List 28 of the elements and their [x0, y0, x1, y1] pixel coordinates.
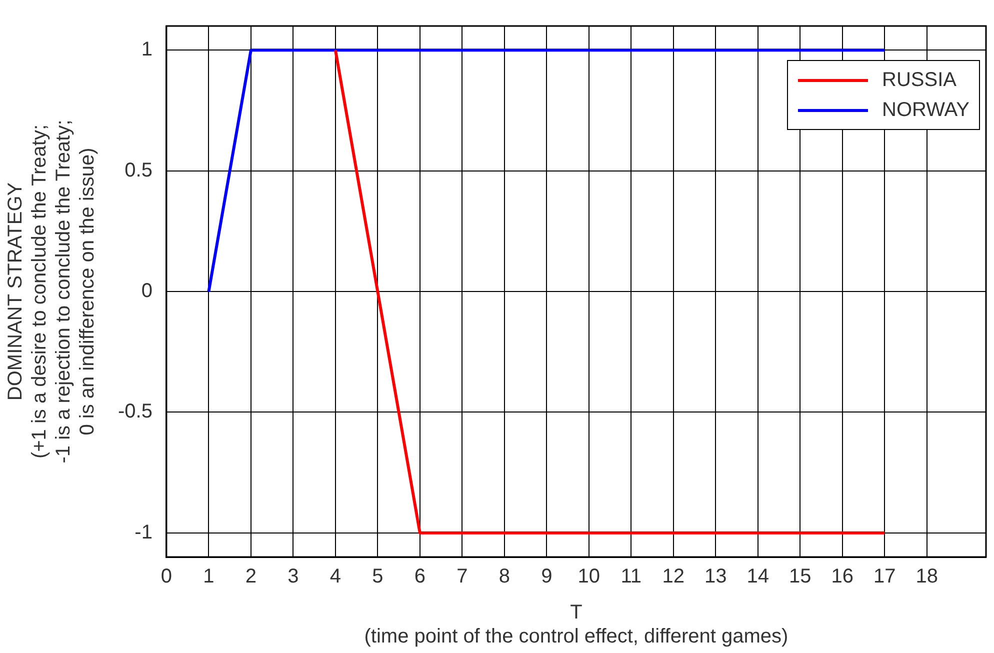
- x-tick-label: 2: [245, 566, 257, 588]
- y-tick-label: 1: [141, 38, 152, 61]
- x-tick-label: 16: [831, 566, 854, 588]
- y-axis-title: DOMINANT STRATEGY (+1 is a desire to conclude the Treaty; -1 is a rejection to conclude the Treaty; 0 is an indifference on the issue): [4, 120, 99, 464]
- x-tick-label: 12: [662, 566, 685, 588]
- y-tick-label: 0: [141, 280, 152, 302]
- x-axis-title: T (time point of the control effect, different games): [364, 602, 788, 648]
- x-tick-label: 3: [288, 566, 299, 588]
- legend-label: RUSSIA: [882, 68, 956, 92]
- x-tick-label: 10: [578, 566, 600, 588]
- x-tick-label: 7: [456, 566, 468, 588]
- x-tick-label: 14: [746, 566, 770, 588]
- x-tick-label: 17: [873, 566, 896, 588]
- legend-label: NORWAY: [882, 98, 970, 122]
- y-tick-label: -1: [134, 521, 152, 544]
- x-tick-label: 9: [541, 566, 552, 588]
- x-tick-label: 8: [498, 566, 510, 588]
- x-tick-label: 1: [203, 566, 214, 588]
- x-tick-label: 11: [620, 566, 642, 588]
- x-tick-label: 15: [789, 566, 812, 588]
- x-tick-label: 5: [372, 566, 384, 588]
- x-tick-label: 6: [414, 566, 426, 588]
- x-tick-label: 13: [704, 566, 727, 588]
- y-tick-label: -0.5: [118, 400, 152, 423]
- x-tick-label: 0: [160, 566, 172, 588]
- x-tick-label: 18: [916, 566, 938, 588]
- y-tick-label: 0.5: [124, 159, 152, 182]
- x-tick-label: 4: [330, 566, 341, 588]
